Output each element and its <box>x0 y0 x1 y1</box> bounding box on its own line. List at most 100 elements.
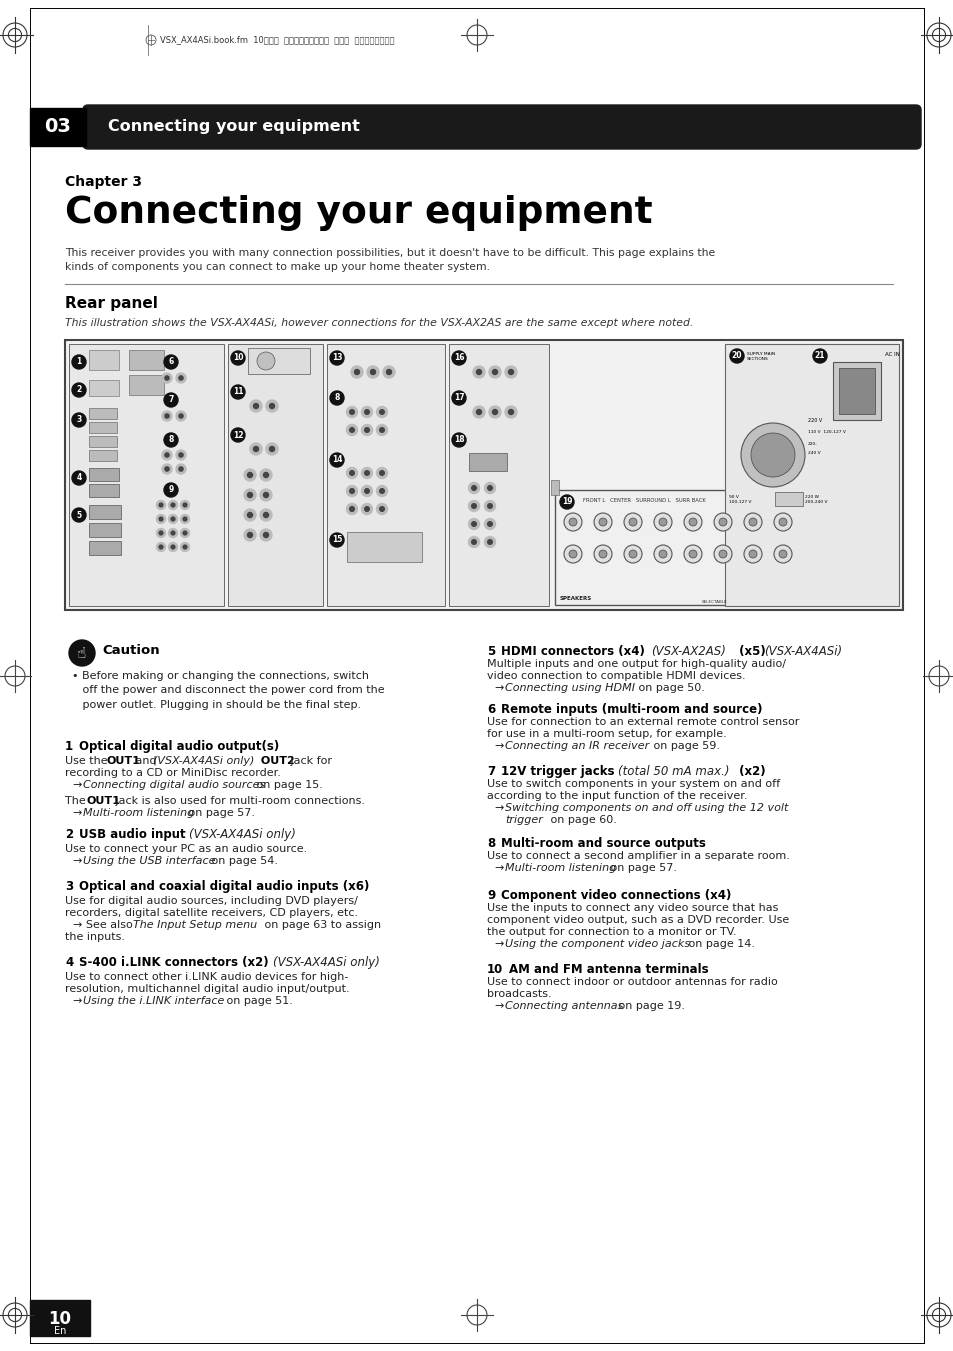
Circle shape <box>250 400 262 412</box>
Circle shape <box>484 536 495 547</box>
Text: SUPPLY MAIN
SECTIONS: SUPPLY MAIN SECTIONS <box>746 353 774 361</box>
Circle shape <box>156 543 165 551</box>
Text: Multi-room and source outputs: Multi-room and source outputs <box>500 838 705 850</box>
Circle shape <box>379 409 384 415</box>
Text: 1: 1 <box>65 740 73 753</box>
Text: and: and <box>132 757 160 766</box>
Text: recorders, digital satellite receivers, CD players, etc.: recorders, digital satellite receivers, … <box>65 908 357 917</box>
Bar <box>555 490 814 605</box>
Circle shape <box>156 515 165 523</box>
Text: USB audio input: USB audio input <box>79 828 190 842</box>
Circle shape <box>260 509 272 521</box>
Text: 10: 10 <box>486 963 503 975</box>
Circle shape <box>260 489 272 501</box>
Text: 11: 11 <box>233 388 243 396</box>
Text: (VSX-AX4ASi only): (VSX-AX4ASi only) <box>189 828 295 842</box>
Circle shape <box>563 544 581 563</box>
Circle shape <box>386 369 391 374</box>
Text: on page 59.: on page 59. <box>649 740 720 751</box>
Circle shape <box>346 424 357 435</box>
Text: the inputs.: the inputs. <box>65 932 125 942</box>
Circle shape <box>260 530 272 540</box>
Bar <box>30 1300 90 1336</box>
Circle shape <box>330 534 344 547</box>
Text: on page 57.: on page 57. <box>606 863 677 873</box>
Circle shape <box>247 512 253 517</box>
Circle shape <box>504 366 517 378</box>
Circle shape <box>487 504 492 508</box>
Circle shape <box>452 390 465 405</box>
Circle shape <box>468 482 479 493</box>
Text: Use for digital audio sources, including DVD players/: Use for digital audio sources, including… <box>65 896 357 907</box>
Circle shape <box>688 550 697 558</box>
Text: OUT1: OUT1 <box>107 757 141 766</box>
Circle shape <box>263 473 268 477</box>
Circle shape <box>508 369 513 374</box>
Text: Component video connections (x4): Component video connections (x4) <box>500 889 731 902</box>
Circle shape <box>247 493 253 497</box>
Circle shape <box>179 413 183 417</box>
Text: 1: 1 <box>76 358 82 366</box>
Text: 17: 17 <box>454 393 464 403</box>
Text: Optical and coaxial digital audio inputs (x6): Optical and coaxial digital audio inputs… <box>79 880 369 893</box>
Circle shape <box>729 349 743 363</box>
Text: (total 50 mA max.): (total 50 mA max.) <box>618 765 729 778</box>
Circle shape <box>183 503 187 507</box>
Bar <box>89 484 119 497</box>
FancyBboxPatch shape <box>83 105 920 149</box>
Circle shape <box>269 404 274 408</box>
Circle shape <box>169 515 177 523</box>
Text: SELECTABLE: SELECTABLE <box>701 600 727 604</box>
Circle shape <box>713 544 731 563</box>
Circle shape <box>253 404 258 408</box>
Circle shape <box>361 407 372 417</box>
Circle shape <box>568 550 577 558</box>
Text: OUT2: OUT2 <box>256 757 294 766</box>
Text: ☝: ☝ <box>77 647 87 662</box>
Text: jack is also used for multi-room connections.: jack is also used for multi-room connect… <box>112 796 365 807</box>
Circle shape <box>159 503 163 507</box>
Text: 8: 8 <box>334 393 339 403</box>
Text: HDMI: HDMI <box>481 459 494 465</box>
Text: on page 57.: on page 57. <box>185 808 254 817</box>
Circle shape <box>156 528 165 538</box>
Text: 18: 18 <box>454 435 464 444</box>
Circle shape <box>231 351 245 365</box>
Text: 7: 7 <box>168 396 173 404</box>
Text: →: → <box>495 802 507 813</box>
Bar <box>89 422 117 434</box>
Text: (VSX-AX4ASi): (VSX-AX4ASi) <box>763 644 841 658</box>
Bar <box>347 532 421 562</box>
Circle shape <box>452 434 465 447</box>
Text: 2: 2 <box>76 385 82 394</box>
Text: Multi-room listening: Multi-room listening <box>504 863 616 873</box>
Circle shape <box>779 517 786 526</box>
Circle shape <box>71 355 86 369</box>
Circle shape <box>471 486 476 490</box>
Text: This receiver provides you with many connection possibilities, but it doesn't ha: This receiver provides you with many con… <box>65 249 715 273</box>
Text: En: En <box>53 1325 66 1336</box>
Text: resolution, multichannel digital audio input/output.: resolution, multichannel digital audio i… <box>65 984 349 994</box>
Text: S-400 i.LINK connectors (x2): S-400 i.LINK connectors (x2) <box>79 957 273 969</box>
Text: 220-: 220- <box>807 442 817 446</box>
Bar <box>89 450 117 461</box>
Circle shape <box>476 369 481 374</box>
Text: → See also: → See also <box>73 920 136 929</box>
Circle shape <box>484 500 495 512</box>
Text: Multi-room listening: Multi-room listening <box>83 808 194 817</box>
Text: 10: 10 <box>49 1310 71 1328</box>
Circle shape <box>355 369 359 374</box>
Text: Rear panel: Rear panel <box>65 296 157 311</box>
Text: on page 60.: on page 60. <box>546 815 617 825</box>
Circle shape <box>183 531 187 535</box>
Circle shape <box>175 373 186 382</box>
Circle shape <box>266 443 277 455</box>
Text: AM/FM: AM/FM <box>274 358 291 363</box>
Circle shape <box>159 531 163 535</box>
Circle shape <box>659 517 666 526</box>
Circle shape <box>743 544 761 563</box>
Circle shape <box>379 428 384 432</box>
Circle shape <box>244 489 255 501</box>
Text: 20: 20 <box>731 351 741 361</box>
Circle shape <box>162 373 172 382</box>
